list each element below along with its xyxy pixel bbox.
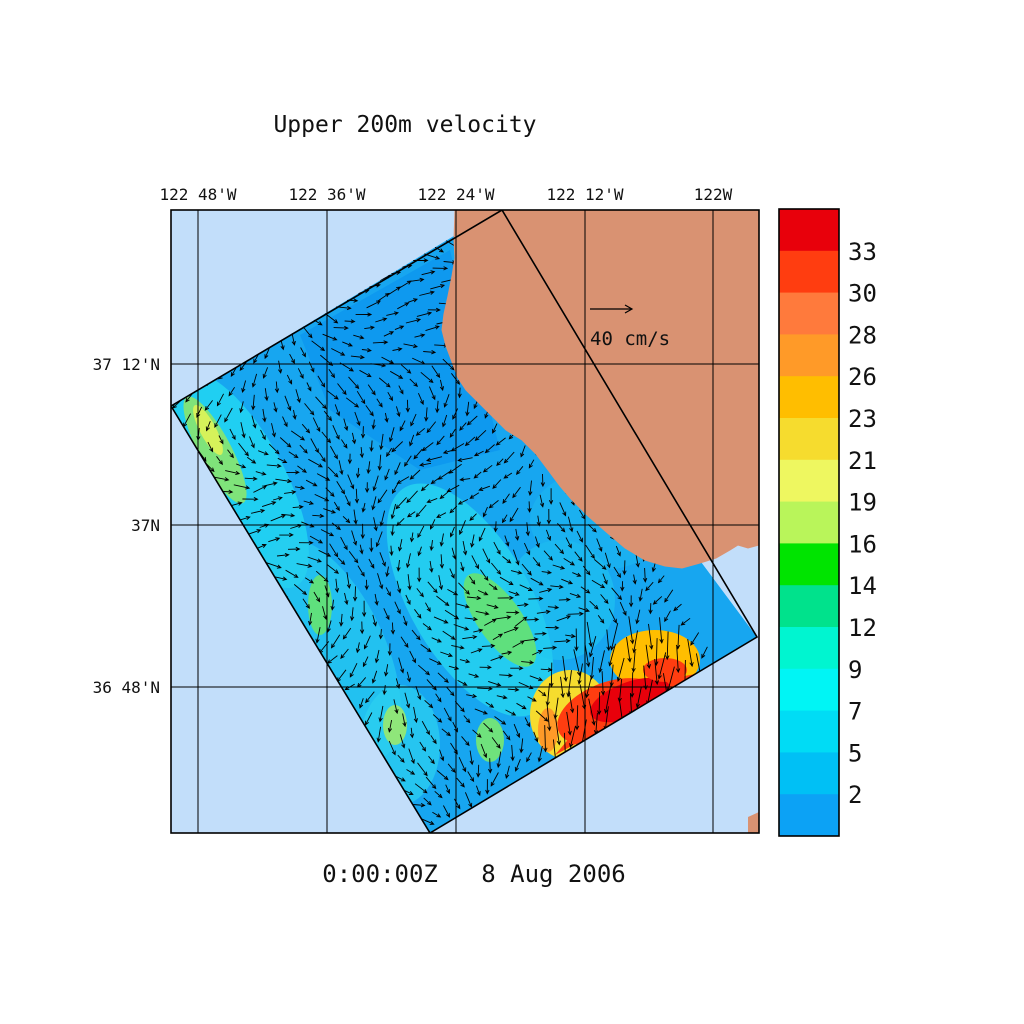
colorbar-tick-label: 26 <box>848 363 877 391</box>
colorbar-tick-label: 19 <box>848 489 877 517</box>
lon-label-1: 122 48'W <box>159 185 236 204</box>
colorbar-tick-labels: 33 30 28 26 23 21 19 16 14 12 9 7 5 2 <box>848 238 877 809</box>
colorbar-tick-label: 16 <box>848 530 877 558</box>
reference-vector-label: 40 cm/s <box>590 328 670 350</box>
map-frame: 40 cm/s <box>171 210 759 833</box>
domain-boundary <box>171 210 759 833</box>
colorbar-swatch <box>779 668 839 712</box>
lat-label-3: 36 48'N <box>93 678 160 697</box>
lat-label-2: 37N <box>131 516 160 535</box>
timestamp-label: 0:00:00Z 8 Aug 2006 <box>322 860 625 888</box>
lat-label-1: 37 12'N <box>93 355 160 374</box>
colorbar-tick-label: 30 <box>848 280 877 308</box>
colorbar-swatch <box>779 376 839 419</box>
colorbar-tick-label: 33 <box>848 238 877 266</box>
colorbar-tick-label: 9 <box>848 656 862 684</box>
colorbar-swatch <box>779 334 839 377</box>
colorbar-tick-label: 28 <box>848 321 877 349</box>
map-title: Upper 200m velocity <box>273 112 536 138</box>
colorbar-tick-label: 7 <box>848 698 862 726</box>
colorbar-swatch <box>779 627 839 670</box>
colorbar-swatch <box>779 418 839 461</box>
colorbar-swatch <box>779 501 839 544</box>
colorbar-tick-label: 14 <box>848 572 877 600</box>
colorbar-swatch <box>779 292 839 335</box>
colorbar-tick-label: 23 <box>848 405 877 433</box>
reference-vector: 40 cm/s <box>590 304 670 350</box>
colorbar-swatch <box>779 794 839 837</box>
colorbar-swatch <box>779 209 839 252</box>
colorbar-tick-label: 12 <box>848 614 877 642</box>
coastline-land <box>441 210 759 569</box>
lon-label-4: 122 12'W <box>546 185 623 204</box>
reference-arrow-head <box>624 304 634 314</box>
map-border <box>170 209 760 834</box>
lon-label-3: 122 24'W <box>417 185 494 204</box>
colorbar-tick-label: 2 <box>848 781 862 809</box>
colorbar-swatch <box>779 250 839 294</box>
colorbar-tick-label: 21 <box>848 447 877 475</box>
longitude-labels: 122 48'W 122 36'W 122 24'W 122 12'W 122W <box>159 185 732 204</box>
colorbar-swatch <box>779 710 839 753</box>
lon-label-2: 122 36'W <box>288 185 365 204</box>
colorbar-border <box>778 208 840 837</box>
colorbar-tick-label: 5 <box>848 739 862 767</box>
latitude-labels: 37 12'N 37N 36 48'N <box>93 355 160 697</box>
colorbar-swatch <box>779 543 839 586</box>
colorbar-swatch <box>779 752 839 795</box>
coastline-land-south <box>748 812 759 833</box>
lon-label-5: 122W <box>694 185 733 204</box>
colorbar-swatch <box>779 585 839 628</box>
colorbar <box>778 208 840 837</box>
colorbar-swatch <box>779 459 839 503</box>
